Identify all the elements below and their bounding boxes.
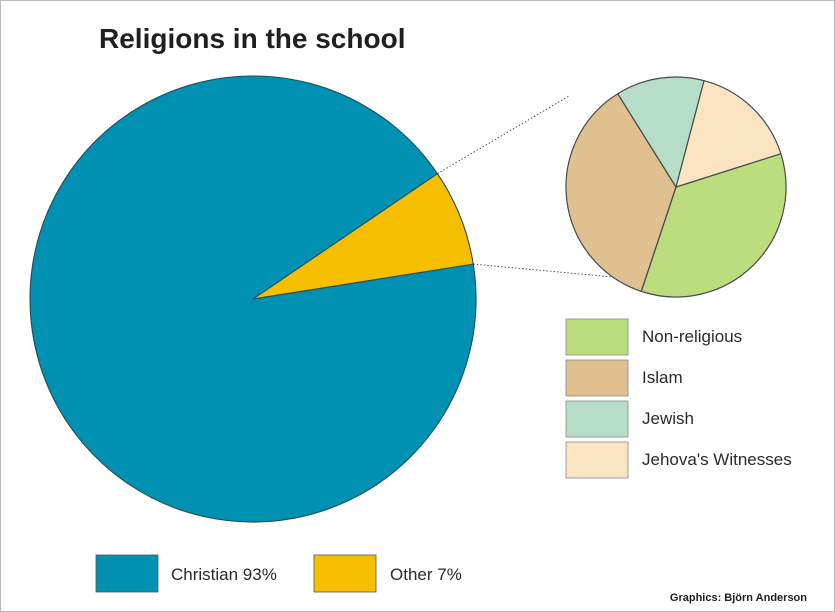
- legend-swatch-islam: [565, 359, 629, 397]
- legend-item-non-religious: Non-religious: [565, 318, 742, 356]
- breakdown-legend: Non-religious Islam Jewish Jehova's Witn…: [565, 318, 792, 479]
- breakdown-pie: [565, 76, 787, 298]
- connector-line-bottom: [473, 263, 614, 278]
- legend-swatch-non-religious: [565, 318, 629, 356]
- pie-slice-jewish: [617, 76, 705, 188]
- legend-item-jehovas-witnesses: Jehova's Witnesses: [565, 441, 792, 479]
- legend-label-christian: Christian 93%: [171, 565, 277, 584]
- connector-line-top: [437, 95, 570, 175]
- legend-label-non-religious: Non-religious: [642, 327, 742, 346]
- legend-item-christian: Christian 93%: [95, 554, 277, 593]
- pie-slice-jehova-s-witnesses: [675, 80, 782, 188]
- legend-swatch-other: [313, 554, 377, 593]
- graphics-credit: Graphics: Björn Anderson: [670, 592, 807, 604]
- chart-title: Religions in the school: [99, 23, 405, 54]
- legend-swatch-jewish: [565, 400, 629, 438]
- legend-item-other: Other 7%: [313, 554, 462, 593]
- legend-label-jehovas-witnesses: Jehova's Witnesses: [642, 450, 792, 469]
- zoom-connector-lines: [437, 95, 614, 278]
- legend-swatch-christian: [95, 554, 159, 593]
- main-legend: Christian 93% Other 7%: [95, 554, 462, 593]
- legend-label-islam: Islam: [642, 368, 683, 387]
- pie-slice-non-religious: [640, 153, 787, 298]
- legend-swatch-jehovas-witnesses: [565, 441, 629, 479]
- legend-label-jewish: Jewish: [642, 409, 694, 428]
- legend-item-islam: Islam: [565, 359, 683, 397]
- legend-label-other: Other 7%: [390, 565, 462, 584]
- main-pie: [29, 75, 477, 523]
- legend-item-jewish: Jewish: [565, 400, 694, 438]
